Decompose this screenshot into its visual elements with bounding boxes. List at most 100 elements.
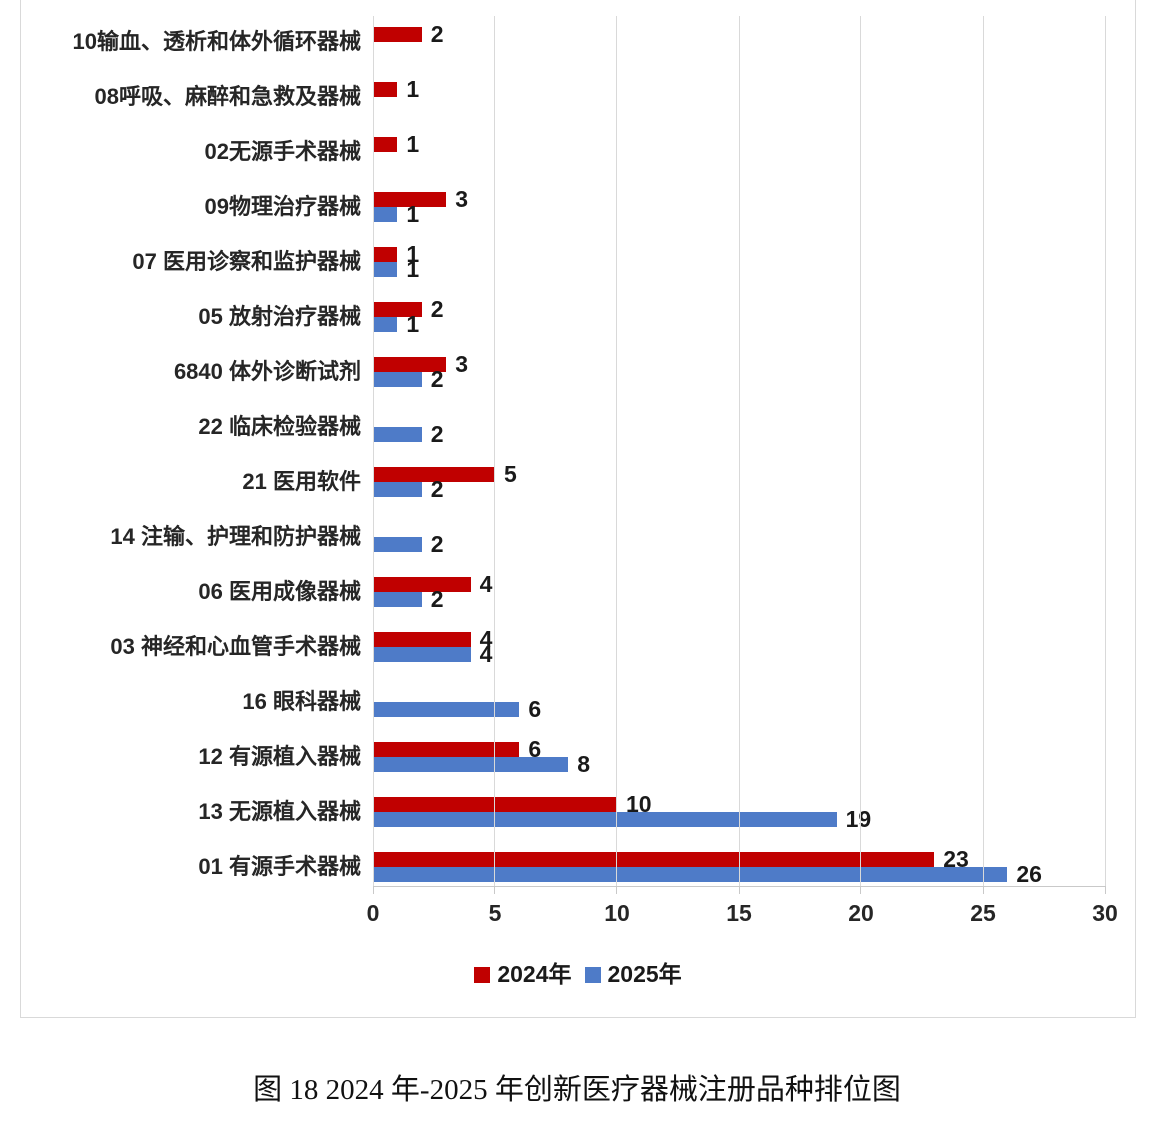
gridline-x-30 bbox=[1104, 16, 1106, 886]
bar-2024年-21 医用软件 bbox=[373, 466, 495, 482]
bar-value-label: 1 bbox=[406, 255, 420, 282]
category-label: 22 临床检验器械 bbox=[198, 413, 361, 439]
bar-2025年-6840 体外诊断试剂 bbox=[373, 371, 422, 387]
bar-value-label: 19 bbox=[845, 805, 872, 832]
category-label: 03 神经和心血管手术器械 bbox=[110, 633, 361, 659]
category-label: 08呼吸、麻醉和急救及器械 bbox=[94, 83, 361, 109]
bar-2025年-01 有源手术器械 bbox=[373, 866, 1008, 882]
bar-value-label: 4 bbox=[479, 625, 493, 652]
bar-2024年-03 神经和心血管手术器械 bbox=[373, 631, 471, 647]
bar-value-label: 4 bbox=[479, 570, 493, 597]
bar-2024年-12 有源植入器械 bbox=[373, 741, 520, 757]
bar-value-label: 1 bbox=[406, 240, 420, 267]
bar-value-label: 6 bbox=[528, 695, 542, 722]
rows: 10输血、透析和体外循环器械 2 08呼吸、麻醉和急救及器械 1 02无源手术器械 1 09… bbox=[73, 14, 1105, 894]
category-label: 06 医用成像器械 bbox=[198, 578, 361, 604]
legend: 2024年 2025年 bbox=[21, 963, 1135, 986]
bar-2024年-01 有源手术器械 bbox=[373, 851, 935, 867]
category-row: 02无源手术器械 1 bbox=[205, 124, 1105, 179]
bar-value-label: 3 bbox=[455, 350, 468, 377]
bar-2024年-02无源手术器械 bbox=[373, 136, 398, 152]
bar-2025年-12 有源植入器械 bbox=[373, 756, 569, 772]
bar-value-label: 1 bbox=[406, 75, 420, 102]
legend-label-2025: 2025年 bbox=[607, 961, 682, 987]
category-row: 05 放射治疗器械 2 1 bbox=[198, 289, 1105, 344]
category-label: 13 无源植入器械 bbox=[198, 798, 361, 824]
axis-tick-0 bbox=[372, 886, 374, 894]
bar-2024年-09物理治疗器械 bbox=[373, 191, 447, 207]
bar-2024年-05 放射治疗器械 bbox=[373, 301, 422, 317]
axis-tick-25 bbox=[982, 886, 984, 894]
x-tick-label-25: 25 bbox=[970, 900, 996, 926]
bar-2025年-09物理治疗器械 bbox=[373, 206, 398, 222]
bar-value-label: 3 bbox=[455, 185, 468, 212]
gridline-x-20 bbox=[860, 16, 862, 886]
category-label: 10输血、透析和体外循环器械 bbox=[72, 28, 361, 54]
axis-tick-30 bbox=[1104, 886, 1106, 894]
axis-tick-10 bbox=[616, 886, 618, 894]
axis-tick-20 bbox=[860, 886, 862, 894]
bar-value-label: 23 bbox=[943, 845, 969, 872]
legend-item-2024: 2024年 bbox=[474, 961, 572, 987]
x-tick-label-0: 0 bbox=[366, 900, 380, 926]
bar-2025年-05 放射治疗器械 bbox=[373, 316, 398, 332]
category-row: 06 医用成像器械 4 2 bbox=[198, 564, 1105, 619]
bar-2024年-08呼吸、麻醉和急救及器械 bbox=[373, 81, 398, 97]
x-tick-label-5: 5 bbox=[488, 900, 502, 926]
axis-tick-15 bbox=[738, 886, 740, 894]
bar-2025年-21 医用软件 bbox=[373, 481, 422, 497]
bar-value-label: 1 bbox=[406, 130, 420, 157]
category-label: 21 医用软件 bbox=[242, 468, 361, 494]
x-tick-label-30: 30 bbox=[1092, 900, 1118, 926]
category-row: 16 眼科器械 6 bbox=[242, 674, 1105, 729]
bar-2024年-06 医用成像器械 bbox=[373, 576, 471, 592]
bar-value-label: 1 bbox=[406, 310, 420, 337]
gridline-x-15 bbox=[738, 16, 740, 886]
category-row: 07 医用诊察和监护器械 1 1 bbox=[132, 234, 1105, 289]
category-label: 6840 体外诊断试剂 bbox=[173, 358, 361, 384]
bar-2025年-06 医用成像器械 bbox=[373, 591, 422, 607]
bar-value-label: 2 bbox=[430, 365, 444, 392]
bar-value-label: 6 bbox=[528, 735, 542, 762]
bar-value-label: 2 bbox=[430, 420, 444, 447]
legend-label-2024: 2024年 bbox=[497, 961, 572, 987]
bar-2024年-6840 体外诊断试剂 bbox=[373, 356, 447, 372]
x-tick-label-20: 20 bbox=[848, 900, 874, 926]
bar-2025年-03 神经和心血管手术器械 bbox=[373, 646, 471, 662]
bar-value-label: 5 bbox=[504, 460, 517, 487]
category-label: 02无源手术器械 bbox=[204, 138, 361, 164]
x-tick-label-10: 10 bbox=[604, 900, 630, 926]
axis-tick-5 bbox=[494, 886, 496, 894]
category-row: 01 有源手术器械 23 26 bbox=[198, 839, 1105, 894]
bar-2025年-13 无源植入器械 bbox=[373, 811, 837, 827]
bar-value-label: 10 bbox=[625, 790, 652, 817]
category-label: 14 注输、护理和防护器械 bbox=[110, 523, 361, 549]
category-row: 08呼吸、麻醉和急救及器械 1 bbox=[95, 69, 1105, 124]
bar-value-label: 2 bbox=[430, 475, 444, 502]
figure-caption: 图 18 2024 年-2025 年创新医疗器械注册品种排位图 bbox=[253, 1074, 901, 1106]
bar-value-label: 1 bbox=[406, 200, 420, 227]
category-label: 12 有源植入器械 bbox=[198, 743, 361, 769]
bar-value-label: 26 bbox=[1016, 860, 1042, 887]
gridline-x-10 bbox=[616, 16, 618, 886]
legend-swatch-2024 bbox=[474, 966, 491, 983]
category-row: 21 医用软件 5 2 bbox=[242, 454, 1105, 509]
category-row: 14 注输、护理和防护器械 2 bbox=[110, 509, 1105, 564]
bar-2024年-10输血、透析和体外循环器械 bbox=[373, 26, 422, 42]
chart-frame: 10输血、透析和体外循环器械 2 08呼吸、麻醉和急救及器械 1 02无源手术器械 1 09… bbox=[20, 0, 1136, 1018]
legend-swatch-2025 bbox=[584, 966, 601, 983]
category-label: 01 有源手术器械 bbox=[198, 853, 361, 879]
bar-2025年-07 医用诊察和监护器械 bbox=[373, 261, 398, 277]
gridline-x-5 bbox=[494, 16, 496, 886]
bar-value-label: 8 bbox=[577, 750, 590, 777]
bar-value-label: 2 bbox=[430, 20, 444, 47]
bar-value-label: 2 bbox=[430, 585, 444, 612]
plot-area: 10输血、透析和体外循环器械 2 08呼吸、麻醉和急救及器械 1 02无源手术器械 1 09… bbox=[73, 16, 1118, 925]
bar-value-label: 2 bbox=[430, 295, 444, 322]
category-row: 12 有源植入器械 6 8 bbox=[198, 729, 1105, 784]
bar-2024年-07 医用诊察和监护器械 bbox=[373, 246, 398, 262]
bar-2025年-22 临床检验器械 bbox=[373, 426, 422, 442]
gridline-x-0 bbox=[372, 16, 374, 886]
bar-2025年-16 眼科器械 bbox=[373, 701, 520, 717]
category-row: 6840 体外诊断试剂 3 2 bbox=[174, 344, 1105, 399]
